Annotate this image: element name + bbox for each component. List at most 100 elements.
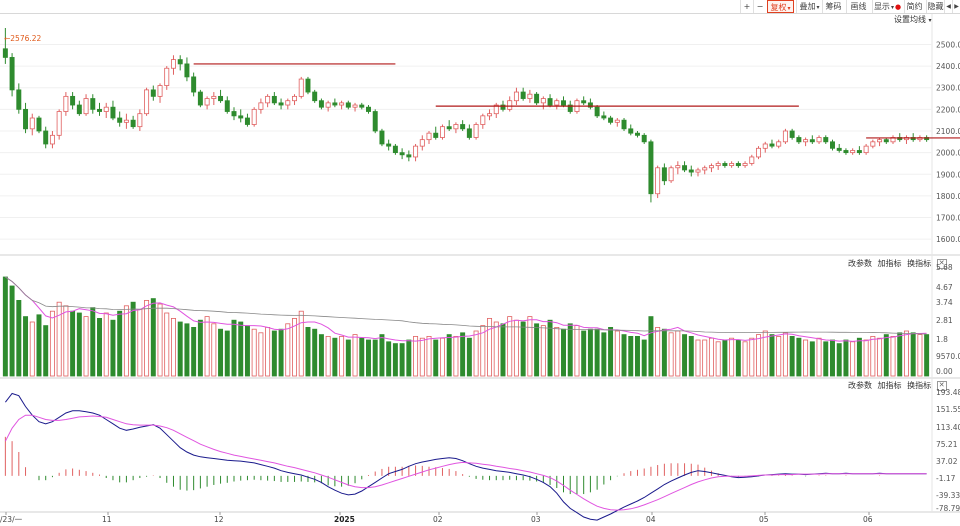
chart-toolbar: + − 复权▾ 叠加▾ 筹码 画线 显示▾● 简约 隐藏 ◀ ▶ [0, 0, 960, 14]
candle-body [244, 117, 250, 125]
volume-bar [688, 335, 694, 377]
volume-bar [130, 301, 136, 377]
macd-switch-indicator-button[interactable]: 换指标 [907, 381, 932, 390]
volume-bar [715, 341, 721, 377]
candle-body [830, 141, 835, 149]
macd-axis-label: 113.40 [936, 423, 960, 432]
volume-bar [426, 335, 432, 377]
volume-bar [325, 335, 331, 377]
volume-bar [413, 335, 419, 377]
candle-body [648, 141, 654, 195]
candle-body [2, 48, 8, 58]
date-axis-label: 12 [214, 515, 224, 524]
candle-body [527, 93, 533, 99]
volume-bar [265, 326, 271, 377]
candle-body [271, 95, 277, 104]
choumai-button[interactable]: 筹码 [822, 0, 844, 13]
volume-axis-label: 1.8 [936, 335, 948, 344]
candle-body [540, 98, 546, 104]
zoom-in-button[interactable]: + [740, 0, 753, 13]
vol-edit-params-button[interactable]: 改参数 [848, 259, 872, 268]
candle-body [695, 169, 701, 173]
volume-bar [601, 332, 607, 377]
candle-body [16, 89, 22, 110]
volume-bar [769, 334, 775, 377]
volume-bar [809, 341, 815, 377]
volume-bar [359, 337, 365, 377]
candle-body [137, 113, 143, 128]
ma-settings-button[interactable]: 设置均线 ▾ [894, 14, 932, 26]
huaxian-button[interactable]: 画线 [846, 0, 870, 13]
volume-bar [547, 319, 553, 377]
volume-bar [83, 316, 89, 377]
volume-bar [177, 321, 183, 377]
candle-body [265, 95, 271, 104]
close-icon[interactable]: ✕ [936, 258, 947, 269]
vol-switch-indicator-button[interactable]: 换指标 [907, 259, 932, 268]
date-axis-label: 05 [759, 515, 769, 524]
zoom-out-button[interactable]: − [753, 0, 766, 13]
candle-body [850, 150, 856, 154]
candle-body [298, 78, 304, 97]
volume-bar [238, 321, 244, 377]
macd-lines [4, 392, 927, 521]
candle-body [49, 134, 55, 145]
volume-bar [211, 323, 217, 377]
volume-bar [298, 310, 304, 377]
vol-add-indicator-button[interactable]: 加指标 [877, 259, 902, 268]
candle-body [608, 117, 614, 123]
volume-bar [661, 328, 667, 377]
next-arrow-icon[interactable]: ▶ [952, 0, 960, 13]
volume-bar [345, 339, 351, 377]
candle-body [729, 163, 735, 167]
candle-body [90, 98, 96, 110]
macd-add-indicator-button[interactable]: 加指标 [877, 381, 902, 390]
volume-bar [372, 339, 378, 377]
close-icon[interactable]: ✕ [936, 380, 947, 391]
prev-arrow-icon[interactable]: ◀ [944, 0, 952, 13]
candle-body [285, 100, 291, 106]
volume-bar [903, 330, 909, 377]
y-axis-labels: 2500.00 2400.00 2300.00 2200.00 2100.00 2000.… [936, 40, 960, 513]
volume-ma60-line [5, 276, 927, 335]
macd-edit-params-button[interactable]: 改参数 [848, 381, 872, 390]
date-axis-label: 02 [433, 515, 443, 524]
volume-bar [97, 317, 102, 377]
macd-axis-label: 151.55 [936, 405, 960, 414]
high-price-label: ←2576.22 [4, 34, 42, 43]
diejia-button[interactable]: 叠加▾ [796, 0, 822, 13]
volume-bar [513, 319, 519, 377]
candle-body [177, 59, 183, 65]
price-axis-label: 1900.00 [936, 170, 960, 179]
jianyue-button[interactable]: 简约 [904, 0, 924, 13]
volume-bar [244, 325, 250, 377]
candle-body [170, 59, 176, 69]
chevron-down-icon: ▾ [890, 4, 894, 11]
yincang-button[interactable]: 隐藏 [926, 0, 944, 13]
macd-axis-label: 37.02 [936, 457, 958, 466]
candle-body [352, 104, 358, 108]
volume-bar [762, 330, 768, 377]
candle-body [426, 132, 432, 141]
volume-bar [379, 334, 385, 377]
candle-body [197, 91, 203, 106]
candle-body [601, 115, 607, 119]
candle-body [419, 139, 425, 147]
candlestick-series [2, 28, 930, 203]
candle-body [379, 130, 385, 145]
volume-bar [2, 276, 8, 377]
candle-body [359, 104, 365, 108]
candle-body [749, 156, 755, 164]
volume-bar [487, 317, 493, 377]
volume-bar [433, 339, 439, 377]
candle-body [63, 95, 69, 112]
xianshi-button[interactable]: 显示▾● [872, 0, 902, 13]
candle-body [70, 95, 76, 106]
volume-bar [285, 323, 291, 377]
fuquan-button[interactable]: 复权▾ [767, 0, 794, 13]
volume-bar [634, 335, 640, 377]
volume-bar [231, 319, 237, 377]
volume-bar [507, 316, 513, 377]
candle-body [587, 102, 593, 108]
